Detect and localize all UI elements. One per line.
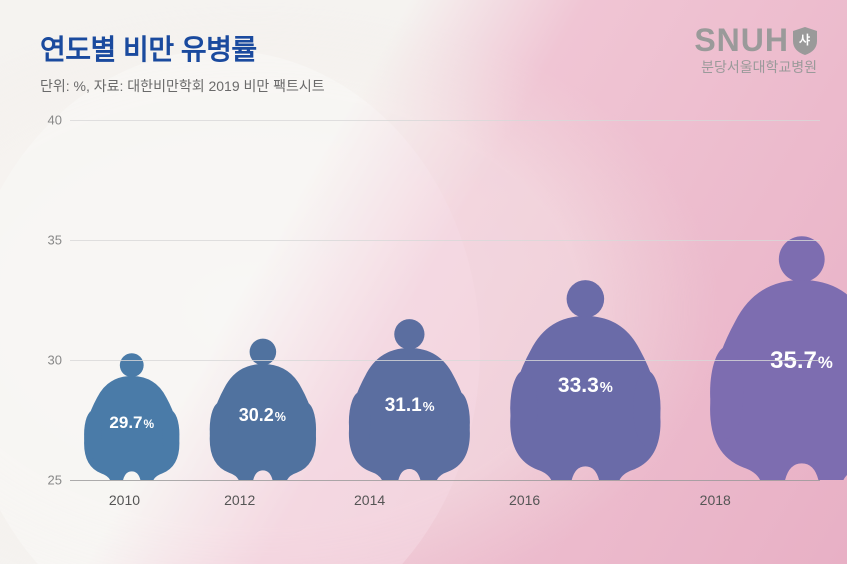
y-axis: 25303540 <box>40 120 70 480</box>
person-icon: 29.7% <box>70 350 194 480</box>
value-label: 35.7% <box>770 347 833 375</box>
data-point: 33.3% <box>488 275 683 480</box>
obesity-chart: 25303540 29.7% 30.2% 31.1% 33.3% <box>40 120 820 520</box>
x-label: 2010 <box>70 492 179 508</box>
data-point: 29.7% <box>70 350 194 480</box>
y-tick: 30 <box>48 353 62 368</box>
x-label: 2018 <box>611 492 821 508</box>
gridline <box>70 360 820 361</box>
person-icon: 35.7% <box>683 230 847 480</box>
value-label: 29.7% <box>109 413 154 433</box>
y-tick: 35 <box>48 233 62 248</box>
gridline <box>70 240 820 241</box>
chart-figures: 29.7% 30.2% 31.1% 33.3% 35.7% <box>70 120 820 480</box>
x-label: 2012 <box>179 492 301 508</box>
logo-text: SNUH <box>694 22 789 59</box>
data-point: 35.7% <box>683 230 847 480</box>
person-icon: 31.1% <box>331 315 488 480</box>
value-label: 30.2% <box>239 405 286 426</box>
x-axis: 20102012201420162018 <box>70 492 820 508</box>
x-label: 2016 <box>439 492 611 508</box>
data-point: 31.1% <box>331 315 488 480</box>
value-label: 31.1% <box>385 395 435 417</box>
logo-subtext: 분당서울대학교병원 <box>694 57 817 77</box>
y-tick: 25 <box>48 473 62 488</box>
hospital-logo: SNUH 샤 분당서울대학교병원 <box>694 22 817 77</box>
chart-subtitle: 단위: %, 자료: 대한비만학회 2019 비만 팩트시트 <box>40 76 325 96</box>
x-label: 2014 <box>300 492 438 508</box>
value-label: 33.3% <box>558 374 613 398</box>
svg-text:샤: 샤 <box>799 32 811 47</box>
person-icon: 30.2% <box>194 335 332 480</box>
gridline <box>70 120 820 121</box>
chart-title: 연도별 비만 유병률 <box>40 28 325 68</box>
chart-header: 연도별 비만 유병률 단위: %, 자료: 대한비만학회 2019 비만 팩트시… <box>40 28 325 96</box>
gridline <box>70 480 820 481</box>
data-point: 30.2% <box>194 335 332 480</box>
person-icon: 33.3% <box>488 275 683 480</box>
y-tick: 40 <box>48 113 62 128</box>
shield-icon: 샤 <box>793 27 817 55</box>
